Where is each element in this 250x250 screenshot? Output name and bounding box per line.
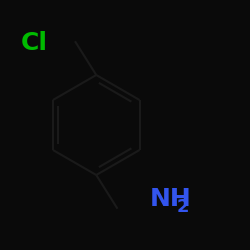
Text: NH: NH xyxy=(150,187,192,211)
Text: 2: 2 xyxy=(176,198,189,216)
Text: Cl: Cl xyxy=(21,31,48,55)
